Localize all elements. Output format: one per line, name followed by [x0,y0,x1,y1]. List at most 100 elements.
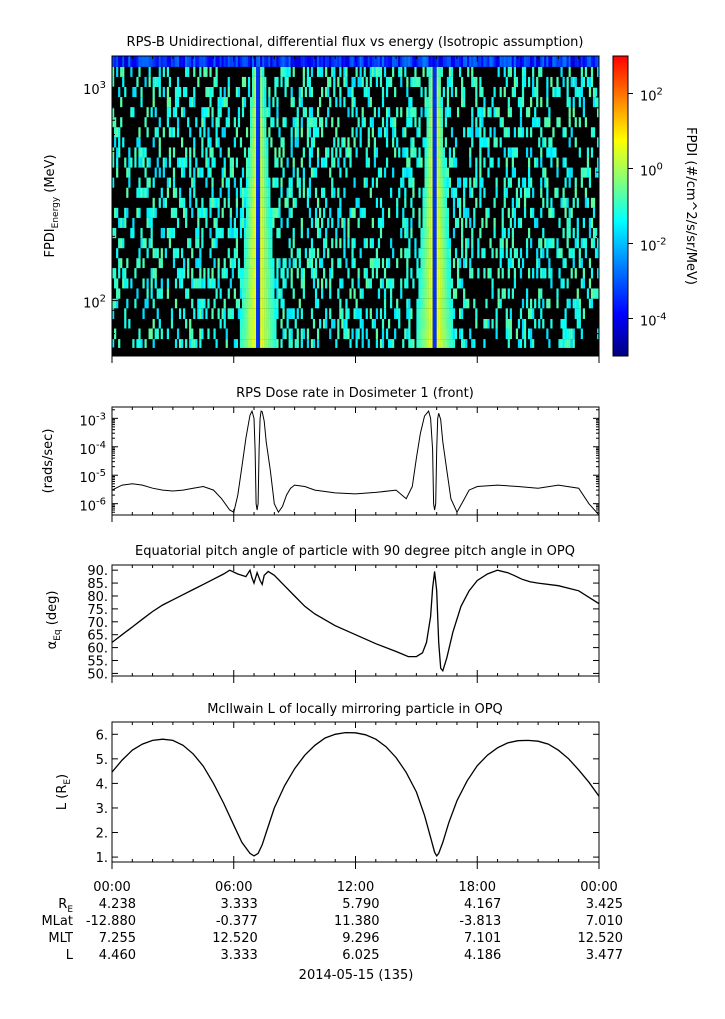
spectrogram-cell [434,137,437,148]
spectrogram-cell [227,107,230,118]
spectrogram-cell [256,248,259,259]
spectrogram-cell [172,177,176,188]
spectrogram-cell [201,207,204,218]
colorbar-tick-label: 102 [640,87,663,105]
spectrogram-cell [454,288,458,299]
spectrogram-cell [247,147,251,158]
spectrogram-cell [201,107,204,118]
spectrogram-cell [578,147,581,158]
spectrogram-cell [148,177,151,188]
spectrogram-cell [381,117,385,128]
spectrogram-cell [118,56,121,67]
spectrogram-cell [544,177,547,188]
spectrogram-cell [365,177,368,188]
spectrogram-cell [483,127,486,138]
spectrogram-cell [554,147,557,158]
spectrogram-cell [357,197,360,208]
spectrogram-cell [499,238,502,249]
spectrogram-cell [168,56,172,67]
spectrogram-cell [448,238,452,249]
ephemeris-value: 12.520 [212,931,258,946]
spectrogram-cell [552,87,555,98]
spectrogram-cell [235,298,239,309]
spectrogram-cell [513,268,517,279]
spectrogram-cell [288,207,291,218]
spectrogram-cell [426,278,429,289]
y-tick-label: 2. [96,827,108,842]
spectrogram-cell [410,76,413,87]
spectrogram-cell [345,56,348,67]
spectrogram-cell [262,298,265,309]
spectrogram-cell [556,248,559,259]
spectrogram-cell [144,238,147,249]
spectrogram-cell [213,258,216,269]
spectrogram-cell [128,147,131,158]
spectrogram-cell [424,197,427,208]
spectrogram-cell [276,268,279,279]
spectrogram-cell [548,207,551,218]
spectrogram-cell [548,56,551,67]
spectrogram-cell [152,298,155,309]
spectrogram-cell [239,227,243,239]
spectrogram-cell [195,56,198,67]
spectrogram-cell [150,56,153,67]
spectrogram-cell [424,238,427,249]
spectrogram-cell [126,258,129,269]
spectrogram-cell [570,207,573,218]
spectrogram-cell [122,217,125,228]
spectrogram-cell [424,308,427,319]
spectrogram-cell [274,308,277,319]
spectrogram-cell [394,328,397,340]
spectrogram-cell [471,56,474,67]
spectrogram-cell [219,318,222,329]
spectrogram-cell [420,238,423,249]
spectrogram-cell [180,339,184,348]
pitch-angle-panel: Equatorial pitch angle of particle with … [45,544,600,683]
spectrogram-cell [235,127,239,138]
spectrogram-cell [140,157,143,168]
spectrogram-cell [260,258,263,269]
spectrogram-cell [465,258,468,269]
spectrogram-cell [576,227,579,239]
spectrogram-cell [174,339,178,348]
spectrogram-cell [525,238,529,249]
spectrogram-cell [258,227,261,239]
spectrogram-cell [282,137,285,148]
spectrogram-cell [365,157,368,168]
spectrogram-cell [534,157,537,168]
spectrogram-cell [430,157,433,168]
spectrogram-cell [355,197,358,208]
spectrogram-cell [367,137,370,148]
spectrogram-cell [475,308,478,319]
spectrogram-cell [544,117,547,128]
spectrogram-cell [116,278,119,289]
spectrogram-cell [487,167,490,178]
spectrogram-cell [596,97,599,108]
spectrogram-cell [325,278,328,289]
spectrogram-cell [422,288,425,299]
spectrogram-cell [252,56,255,67]
spectrogram-cell [596,157,599,168]
spectrogram-cell [229,258,232,269]
spectrogram-cell [359,207,362,218]
spectrogram-cell [191,268,194,279]
spectrogram-cell [112,117,115,128]
spectrogram-cell [308,258,312,269]
mcilwain-l-y-ticks: 1.2.3.4.5.6. [96,728,599,866]
spectrogram-cell [347,268,350,279]
spectrogram-cell [276,56,279,67]
spectrogram-cell [349,147,352,158]
spectrogram-cell [345,318,348,329]
spectrogram-cell [509,217,512,228]
spectrogram-cell [112,56,115,67]
spectrogram-cell [432,298,435,309]
spectrogram-cell [542,298,545,309]
spectrogram-cell [440,187,443,198]
spectrogram-cell [400,107,403,118]
spectrogram-cell [249,217,253,228]
spectrogram-cell [590,217,594,228]
colorbar-tick-label: 10-4 [640,312,667,330]
spectrogram-cell [422,238,425,249]
spectrogram-cell [304,56,307,67]
spectrogram-cell [497,66,500,77]
